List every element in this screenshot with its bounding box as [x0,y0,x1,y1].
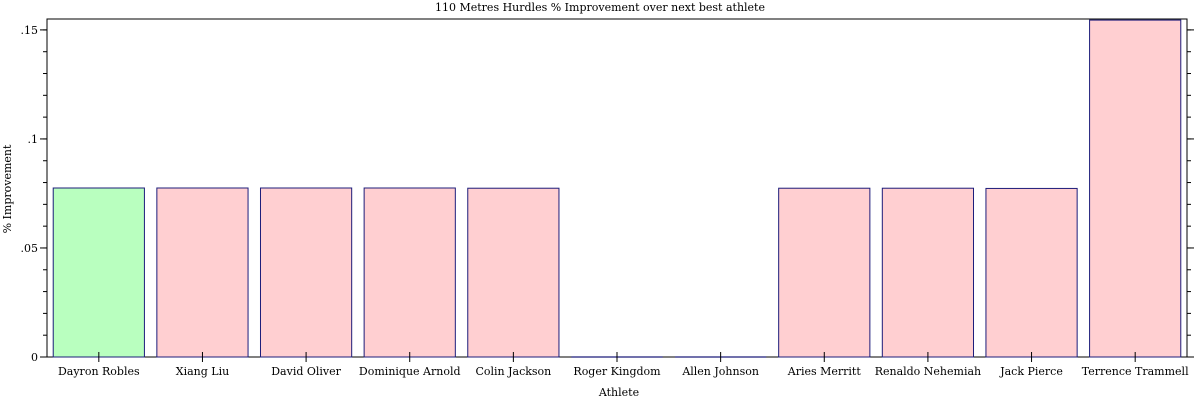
bar [467,187,560,358]
x-tick-label: Roger Kingdom [573,365,661,378]
chart-title: 110 Metres Hurdles % Improvement over ne… [435,1,765,14]
bar [52,187,145,358]
x-tick-label: Allen Johnson [681,365,759,378]
x-tick-label: Dayron Robles [58,365,140,378]
x-tick-label: Jack Pierce [999,365,1063,378]
x-tick-label: Colin Jackson [475,365,551,378]
x-tick-label: Renaldo Nehemiah [875,365,981,378]
bar [259,187,353,358]
x-tick-label: Dominique Arnold [359,365,461,378]
x-tick-label: Aries Merritt [787,365,862,378]
y-tick-label: .15 [21,24,39,37]
y-axis-label: % Improvement [1,144,14,233]
bar [778,187,871,358]
bar [156,187,249,358]
bar [881,187,975,358]
x-tick-label: Terrence Trammell [1082,365,1189,378]
x-axis-label: Athlete [598,386,639,399]
y-tick-label: .1 [28,133,39,146]
x-tick-label: Xiang Liu [176,365,229,378]
y-tick-label: .05 [21,242,39,255]
plot-area: 0 .05 .1 .15 Dayron Robles Xiang Liu David Oli… [21,18,1194,378]
x-tick-label: David Oliver [271,365,341,378]
y-tick-label: 0 [31,351,38,364]
bar [1089,19,1182,358]
bar [363,187,456,358]
bar [985,187,1078,358]
